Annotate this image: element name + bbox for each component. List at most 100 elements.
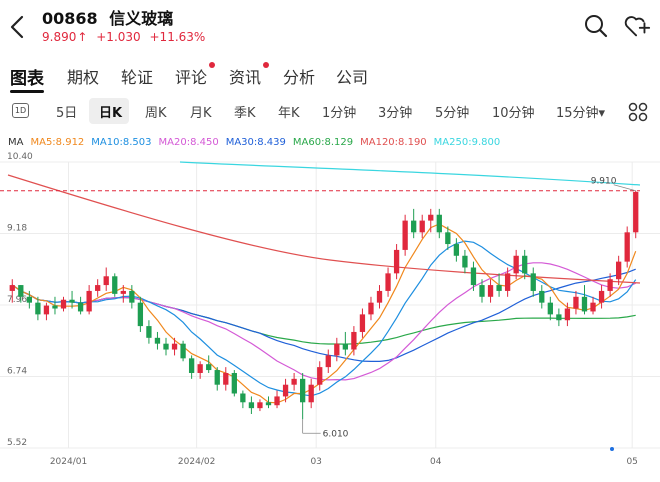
notification-dot	[209, 62, 215, 68]
candle-body	[539, 290, 545, 303]
y-tick-label: 6.74	[7, 367, 27, 377]
period-tab-9[interactable]: 10分钟	[492, 106, 535, 121]
period-tab-3[interactable]: 月K	[190, 106, 212, 121]
candle-body	[359, 314, 366, 332]
grid-layout-icon[interactable]	[628, 102, 648, 122]
candle-body	[411, 220, 417, 233]
active-tab-underline	[10, 90, 44, 93]
ma-legend-item: MA20:8.450	[158, 137, 219, 148]
candle-body	[564, 308, 571, 321]
candle-body	[530, 273, 536, 291]
candle-body	[95, 285, 101, 291]
candle-body	[197, 364, 203, 373]
candle-body	[206, 364, 212, 371]
candle-body	[9, 285, 15, 291]
x-tick-label: 2024/01	[50, 457, 87, 467]
ma-legend-item: MA30:8.439	[225, 137, 286, 148]
x-tick-label: 04	[430, 457, 442, 467]
candle-body	[317, 367, 323, 385]
search-icon[interactable]	[582, 12, 610, 40]
candle-body	[504, 273, 511, 291]
candle-body	[26, 296, 32, 303]
candle-body	[334, 343, 340, 356]
period-tab-8[interactable]: 5分钟	[435, 106, 470, 121]
candle-body	[479, 285, 485, 297]
candle-body	[214, 370, 220, 385]
candle-body	[308, 384, 314, 403]
period-tab-7[interactable]: 3分钟	[378, 106, 413, 121]
candle-body	[300, 378, 306, 403]
candle-body	[436, 214, 442, 233]
candle-body	[325, 355, 331, 368]
candle-body	[376, 290, 383, 303]
period-tab-5[interactable]: 年K	[278, 106, 300, 121]
candle-body	[52, 305, 58, 309]
candle-body	[35, 302, 41, 315]
back-arrow-icon[interactable]	[8, 14, 28, 40]
main-tabs: 图表 期权 轮证 评论 资讯 分析 公司	[0, 60, 660, 94]
period-tab-10[interactable]: 15分钟▾	[556, 106, 606, 121]
ma-legend-item: MA	[8, 137, 24, 148]
add-watchlist-heart-icon[interactable]	[623, 12, 651, 40]
candle-body	[590, 302, 596, 312]
period-tab-6[interactable]: 1分钟	[322, 106, 357, 121]
candle-body	[462, 255, 468, 268]
y-tick-label: 9.18	[7, 224, 27, 234]
ma120-line	[7, 174, 641, 284]
price-change: +1.030	[96, 30, 141, 44]
candle-body	[342, 343, 348, 350]
stock-title: 00868 信义玻璃	[42, 5, 173, 29]
main-tab-4[interactable]: 资讯	[229, 68, 262, 87]
period-tab-0[interactable]: 5日	[56, 106, 78, 121]
candle-body	[248, 402, 255, 409]
x-tick-label: 2024/02	[178, 457, 215, 467]
candle-body	[188, 358, 195, 373]
high-annotation-leader	[613, 184, 636, 192]
period-tab-4[interactable]: 季K	[234, 106, 256, 121]
y-tick-label: 10.40	[7, 152, 33, 162]
candle-body	[607, 279, 613, 291]
candle-body	[77, 302, 84, 312]
ma-legend-item: MA60:8.129	[292, 137, 354, 148]
intraday-1d-badge[interactable]: 1D	[12, 103, 29, 118]
main-tab-1[interactable]: 期权	[67, 68, 100, 87]
period-active-highlight	[89, 98, 129, 124]
candle-body	[513, 255, 519, 274]
candle-body	[616, 261, 622, 280]
main-tab-3[interactable]: 评论	[175, 68, 208, 87]
quote-line: 9.890↑ +1.030 +11.63%	[42, 30, 210, 44]
candle-body	[624, 232, 630, 262]
candle-body	[282, 384, 289, 397]
candle-body	[274, 396, 280, 406]
period-tab-1[interactable]: 日K	[99, 106, 123, 121]
candle-body	[351, 331, 357, 350]
candlestick-chart[interactable]: 10.40 9.18 7.96 6.74 5.52 2024/01 2024/02 03 04 0…	[0, 150, 660, 475]
ma-legend-item: MA10:8.503	[91, 137, 152, 148]
candle-body	[86, 290, 92, 312]
candle-body	[291, 378, 297, 385]
ma-legend-item: MA120:8.190	[360, 137, 427, 148]
main-tab-2[interactable]: 轮证	[121, 68, 154, 87]
candle-body	[265, 402, 272, 406]
candle-body	[419, 220, 425, 233]
candle-body	[171, 343, 178, 350]
candle-body	[60, 299, 67, 309]
candle-body	[573, 296, 579, 309]
candle-body	[522, 255, 528, 274]
period-tab-2[interactable]: 周K	[145, 106, 167, 121]
candle-body	[69, 299, 75, 303]
candle-body	[231, 372, 237, 394]
candle-body	[402, 220, 408, 250]
candle-body	[43, 305, 50, 315]
last-price: 9.890	[42, 30, 77, 44]
candle-body	[581, 296, 588, 312]
candle-body	[180, 343, 186, 359]
main-tab-5[interactable]: 分析	[283, 68, 316, 87]
x-tick-label: 03	[310, 457, 321, 467]
main-tab-0[interactable]: 图表	[10, 69, 44, 89]
main-tab-6[interactable]: 公司	[336, 68, 369, 87]
candle-body	[129, 290, 135, 303]
header: 00868 信义玻璃 9.890↑ +1.030 +11.63%	[0, 0, 660, 52]
candle-body	[154, 337, 161, 344]
ma-legend: MA MA5:8.912 MA10:8.503 MA20:8.450 MA30:8.43…	[8, 137, 507, 151]
